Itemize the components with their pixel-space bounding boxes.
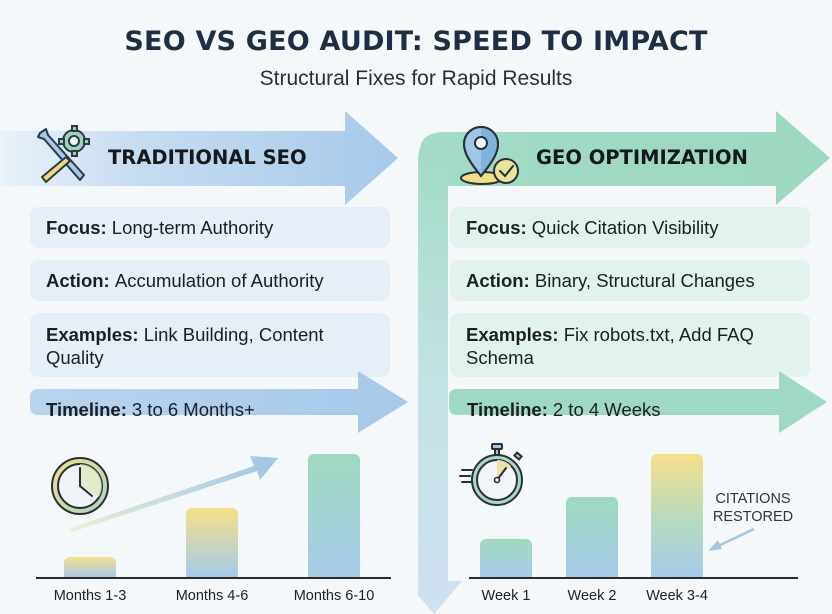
annotation-arrow [708,527,755,551]
geo-timeline-arrow [449,371,827,433]
seo-xlabel-3: Months 6-10 [293,588,375,604]
geo-chart-axis [469,577,798,579]
geo-examples-value-1: Fix robots.txt, Add FAQ [563,324,754,345]
wrench-gear-icon [37,125,90,183]
seo-bar-months-1-3 [64,557,116,577]
seo-focus-value: Long-term Authority [111,217,274,238]
geo-action-label: Action: [466,270,530,291]
map-pin-check-icon [460,126,519,185]
stopwatch-icon [459,443,523,506]
geo-timeline-label: Timeline: [467,399,548,420]
seo-bar-months-6-10 [308,454,360,577]
seo-timeline-label: Timeline: [46,399,127,420]
annotation-line-1: CITATIONS [715,491,791,507]
page-subtitle: Structural Fixes for Rapid Results [259,67,573,90]
geo-heading: GEO OPTIMIZATION [536,146,748,169]
seo-timeline-value: 3 to 6 Months+ [131,399,255,420]
geo-examples-label: Examples: [466,324,559,345]
geo-focus-label: Focus: [466,217,527,238]
seo-heading: TRADITIONAL SEO [108,146,307,169]
seo-examples-card: Examples: Link Building, Content Quality [30,313,390,377]
geo-action-card: Action: Binary, Structural Changes [450,260,810,301]
seo-action-value: Accumulation of Authority [114,270,324,291]
seo-banner-arrow [0,111,398,205]
seo-bar-months-4-6 [186,508,238,577]
geo-focus-card: Focus: Quick Citation Visibility [450,207,810,248]
geo-timeline-value: 2 to 4 Weeks [552,399,661,420]
geo-xlabel-1: Week 1 [481,588,531,604]
seo-xlabel-2: Months 4-6 [175,588,249,604]
seo-examples-value-2: Quality [46,347,104,368]
geo-focus-value: Quick Citation Visibility [531,217,719,238]
geo-bar-week-1 [480,539,532,577]
seo-timeline: Timeline: 3 to 6 Months+ [46,399,255,421]
seo-chart-axis [36,577,391,579]
seo-examples-value-1: Link Building, Content [143,324,324,345]
seo-examples-label: Examples: [46,324,139,345]
trend-arrow [70,456,278,532]
citations-restored-annotation: CITATIONS RESTORED [710,490,796,526]
geo-bar-week-3-4 [651,454,703,577]
geo-xlabel-2: Week 2 [567,588,617,604]
geo-examples-value-2: Schema [466,347,534,368]
seo-xlabel-1: Months 1-3 [53,588,127,604]
page-title: SEO VS GEO AUDIT: SPEED TO IMPACT [124,26,708,57]
geo-action-value: Binary, Structural Changes [534,270,755,291]
seo-action-label: Action: [46,270,110,291]
seo-focus-card: Focus: Long-term Authority [30,207,390,248]
seo-action-card: Action: Accumulation of Authority [30,260,390,301]
seo-focus-label: Focus: [46,217,107,238]
geo-bar-week-2 [566,497,618,577]
clock-icon [51,457,109,515]
annotation-line-2: RESTORED [712,509,794,525]
geo-timeline: Timeline: 2 to 4 Weeks [467,399,661,421]
geo-flow-arrow [418,111,830,614]
geo-examples-card: Examples: Fix robots.txt, Add FAQ Schema [450,313,810,377]
geo-xlabel-3: Week 3-4 [646,588,708,604]
seo-timeline-arrow [30,371,408,433]
